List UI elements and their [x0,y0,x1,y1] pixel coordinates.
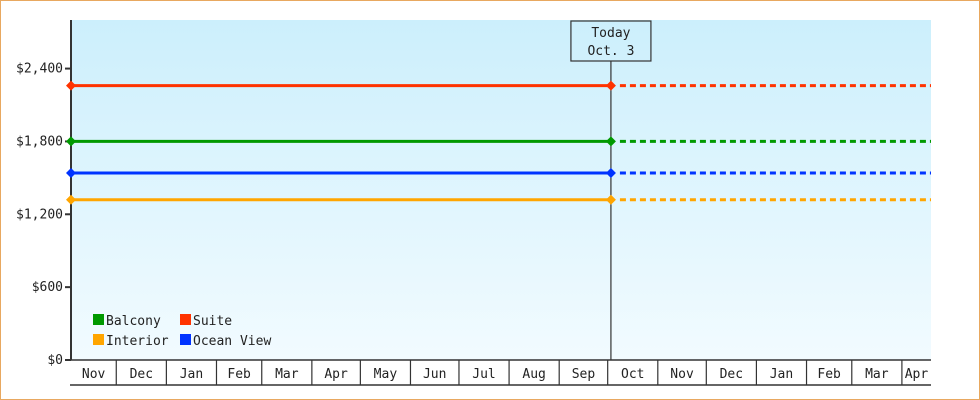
x-tick-label: Nov [82,367,106,382]
y-tick-label: $1,800 [16,134,63,149]
x-tick-label: Feb [227,367,251,382]
legend-swatch [93,314,104,325]
x-tick-label: Aug [522,367,545,382]
legend-label: Suite [193,314,232,329]
x-tick-label: Sep [572,367,596,382]
x-tick-label: Jul [472,367,495,382]
x-tick-label: Dec [130,367,153,382]
legend-item-interior: Interior [93,334,169,349]
plot-area [71,20,931,360]
balcony-point [605,136,616,147]
legend-item-suite: Suite [180,314,232,329]
today-label: Today [591,26,630,41]
legend-swatch [180,334,191,345]
y-tick-label: $0 [47,353,63,368]
x-tick-label: Feb [817,367,841,382]
legend-label: Interior [106,334,169,349]
interior-point [605,194,616,205]
y-tick-label: $2,400 [16,62,63,77]
suite-point [66,80,76,91]
x-tick-label: Apr [905,367,929,382]
y-tick-label: $600 [32,280,63,295]
today-box [570,20,652,62]
x-tick-label: Dec [720,367,743,382]
x-tick-label: Apr [324,367,348,382]
balcony-point [66,136,76,147]
x-tick-label: Oct [621,367,644,382]
interior-point [66,194,76,205]
legend-label: Ocean View [193,334,271,349]
x-tick-label: Jan [180,367,203,382]
x-tick-label: Mar [275,367,299,382]
y-tick-label: $1,200 [16,207,63,222]
ocean-view-point [66,168,76,178]
suite-point [605,80,616,91]
x-tick-label: Jan [770,367,793,382]
legend-swatch [93,334,104,345]
x-tick-label: Jun [423,367,446,382]
x-tick-label: May [374,367,398,382]
legend-item-balcony: Balcony [93,314,161,329]
x-tick-label: Mar [865,367,889,382]
ocean-view-point [605,168,616,178]
legend-item-ocean-view: Ocean View [180,334,271,349]
legend-label: Balcony [106,314,161,329]
x-tick-label: Nov [670,367,694,382]
today-date: Oct. 3 [587,44,634,59]
legend-swatch [180,314,191,325]
